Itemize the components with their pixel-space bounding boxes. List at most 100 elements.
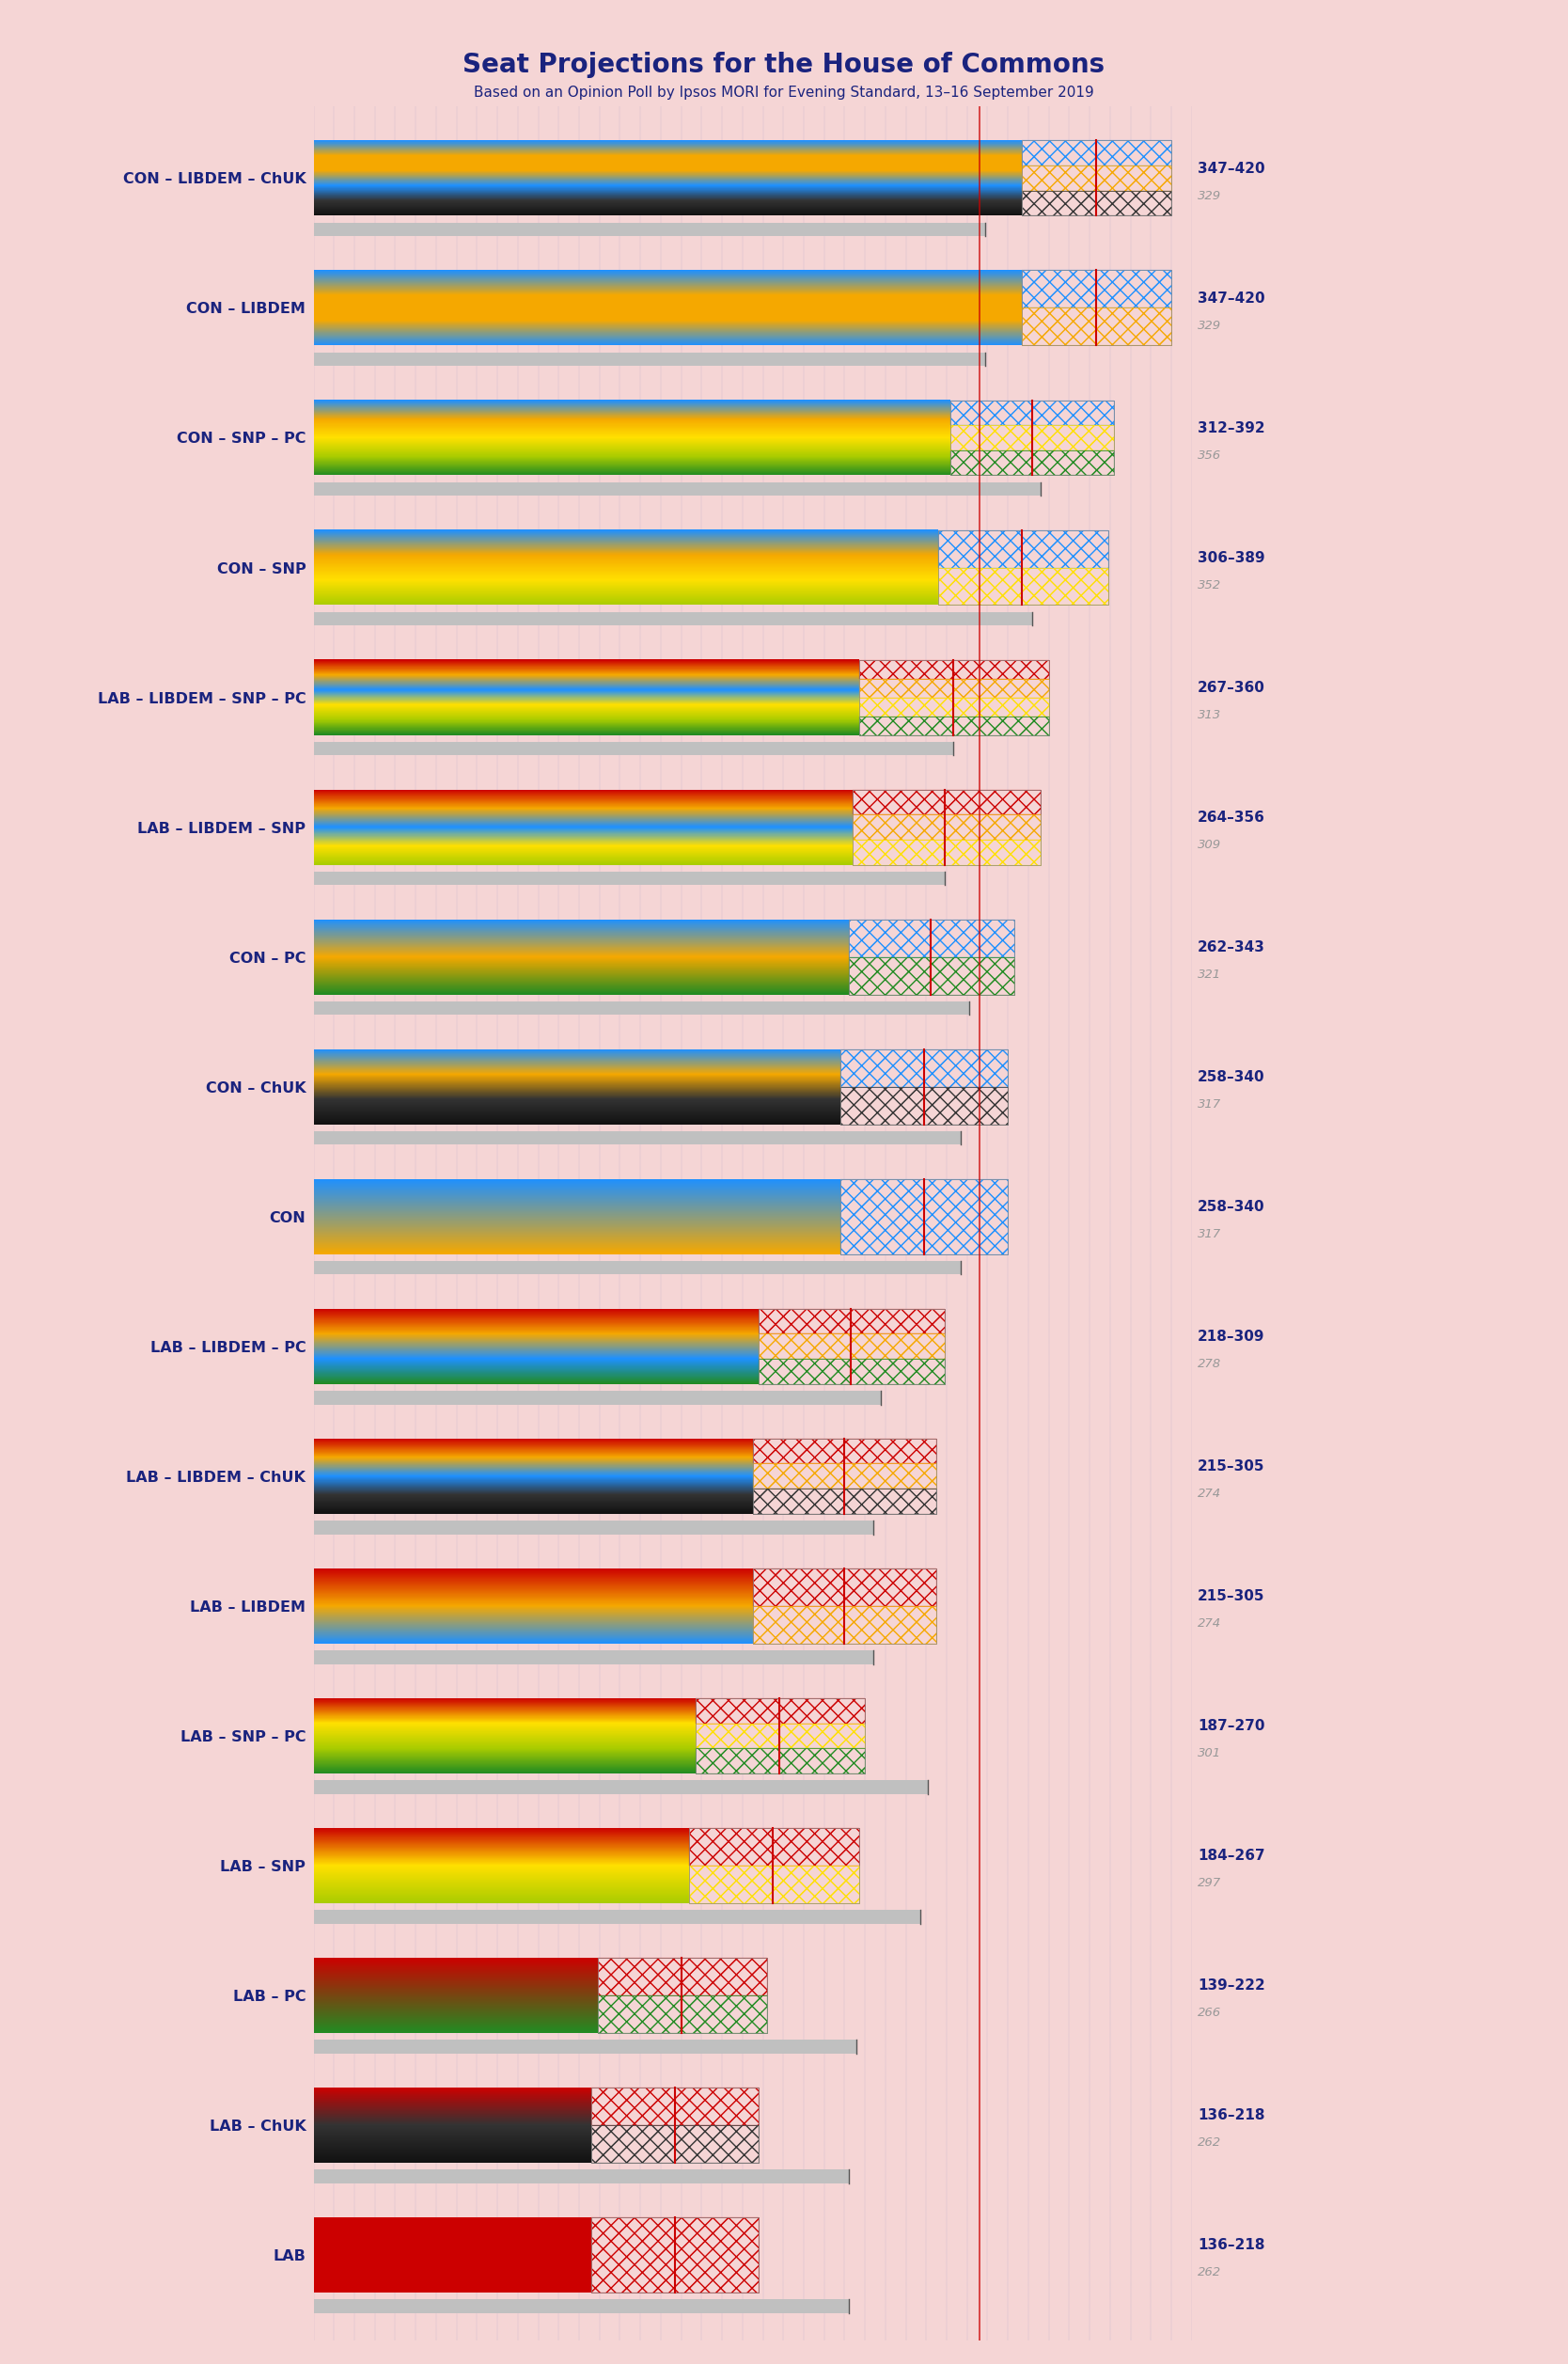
Bar [859, 716, 1049, 735]
Bar [848, 920, 1014, 957]
Bar [696, 1749, 866, 1773]
Bar [696, 1723, 866, 1749]
Bar [753, 1463, 936, 1489]
Text: 329: 329 [1198, 189, 1221, 201]
Bar [853, 839, 1041, 865]
Bar [314, 612, 1032, 626]
Text: 301: 301 [1198, 1747, 1221, 1759]
Bar [314, 222, 985, 236]
Bar [859, 660, 1049, 735]
Bar [759, 1310, 944, 1383]
Bar [1022, 269, 1171, 307]
Bar [840, 1180, 1008, 1255]
Text: 356: 356 [1198, 449, 1221, 461]
Bar [848, 920, 1014, 995]
Bar [840, 1050, 1008, 1125]
Bar [690, 1827, 859, 1903]
Bar [314, 1520, 873, 1534]
Bar [1022, 139, 1171, 215]
Bar [753, 1489, 936, 1513]
Bar [939, 530, 1109, 605]
Text: 267–360: 267–360 [1198, 681, 1265, 695]
Bar [848, 957, 1014, 995]
Bar [759, 1310, 944, 1333]
Bar [591, 2087, 759, 2125]
Bar [1022, 191, 1171, 215]
Bar [946, 2355, 1013, 2364]
Bar [591, 2217, 759, 2293]
Bar [840, 1050, 1008, 1087]
Bar [853, 839, 1041, 865]
Bar [314, 1130, 961, 1144]
Bar [848, 920, 1014, 957]
Bar [690, 1865, 859, 1903]
Bar [753, 1489, 936, 1513]
Bar [690, 1865, 859, 1903]
Bar [1013, 2355, 1058, 2364]
Bar [759, 1359, 944, 1383]
Bar [696, 1697, 866, 1723]
Bar [696, 1697, 866, 1723]
Text: 317: 317 [1198, 1229, 1221, 1241]
Bar [853, 790, 1041, 816]
Text: 215–305: 215–305 [1198, 1589, 1265, 1603]
Bar [591, 2125, 759, 2163]
Bar [591, 2217, 759, 2293]
Bar [591, 2087, 759, 2163]
Bar [314, 1780, 928, 1794]
Bar [1022, 139, 1171, 165]
Bar [597, 1957, 767, 1995]
Text: 297: 297 [1198, 1877, 1221, 1889]
Bar [753, 1440, 936, 1463]
Bar [939, 567, 1109, 605]
Text: 136–218: 136–218 [1198, 2109, 1265, 2123]
Bar [950, 400, 1115, 426]
Text: 352: 352 [1198, 579, 1221, 591]
Bar [950, 449, 1115, 475]
Bar [696, 1723, 866, 1749]
Bar [859, 697, 1049, 716]
Bar [597, 1957, 767, 1995]
Bar [759, 1359, 944, 1383]
Text: 187–270: 187–270 [1198, 1719, 1265, 1733]
Text: 258–340: 258–340 [1198, 1071, 1265, 1085]
Text: 262: 262 [1198, 2267, 1221, 2279]
Bar [753, 1440, 936, 1513]
Bar [840, 1087, 1008, 1125]
Bar [690, 1827, 859, 1865]
Bar [753, 1567, 936, 1605]
Bar [840, 1050, 1008, 1087]
Bar [314, 2040, 856, 2054]
Bar [314, 482, 1041, 496]
Bar [950, 426, 1115, 449]
Text: 312–392: 312–392 [1198, 421, 1265, 435]
Bar [950, 400, 1115, 426]
Bar [1022, 165, 1171, 191]
Bar [314, 1390, 881, 1404]
Bar [591, 2087, 759, 2125]
Bar [859, 678, 1049, 697]
Text: 321: 321 [1198, 969, 1221, 981]
Bar [759, 1333, 944, 1359]
Bar [314, 2300, 848, 2312]
Bar [314, 1650, 873, 1664]
Text: 266: 266 [1198, 2007, 1221, 2019]
Bar [1022, 307, 1171, 345]
Text: 262–343: 262–343 [1198, 941, 1265, 955]
Bar [314, 1002, 969, 1014]
Bar [591, 2125, 759, 2163]
Text: 309: 309 [1198, 839, 1221, 851]
Text: 262: 262 [1198, 2137, 1221, 2149]
Text: 347–420: 347–420 [1198, 161, 1265, 175]
Bar [939, 567, 1109, 605]
Bar [759, 1333, 944, 1359]
Text: Seat Projections for the House of Commons: Seat Projections for the House of Common… [463, 52, 1105, 78]
Text: 139–222: 139–222 [1198, 1979, 1265, 1993]
Bar [696, 1749, 866, 1773]
Bar [853, 790, 1041, 865]
Bar [1022, 307, 1171, 345]
Bar [853, 790, 1041, 816]
Text: 258–340: 258–340 [1198, 1201, 1265, 1215]
Bar [1022, 269, 1171, 345]
Bar [597, 1995, 767, 2033]
